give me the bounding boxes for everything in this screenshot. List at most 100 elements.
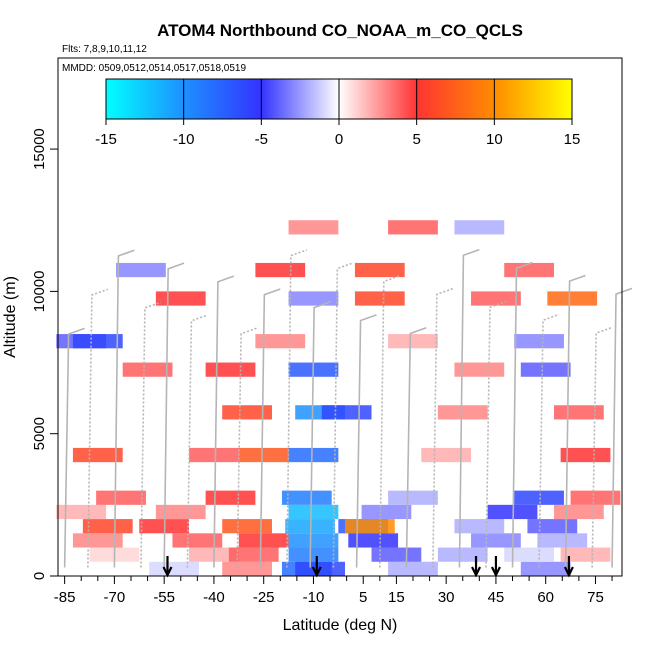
heatmap-cell: [72, 533, 123, 548]
heatmap-cell: [96, 490, 146, 505]
flights-note: Flts: 7,8,9,10,11,12: [62, 44, 147, 55]
colorbar-tick-label: 15: [564, 131, 581, 148]
heatmap-cell: [348, 533, 399, 548]
heatmap-cells: [56, 220, 621, 576]
flight-arrow: [563, 556, 574, 578]
heatmap-cell: [454, 519, 505, 534]
heatmap-cell: [504, 262, 554, 278]
heatmap-cell: [570, 490, 621, 505]
heatmap-cell: [527, 519, 578, 534]
flight-track: [511, 261, 533, 568]
heatmap-cell: [361, 504, 412, 520]
colorbar-tick-label: -10: [173, 131, 195, 148]
heatmap-cell: [437, 405, 488, 420]
x-tick-label: 45: [488, 589, 505, 606]
flight-track: [186, 314, 208, 568]
heatmap-cell: [205, 490, 256, 505]
flight-tracks: [63, 248, 633, 568]
heatmap-cell: [82, 519, 133, 534]
heatmap-cell: [205, 362, 256, 377]
chart-title: ATOM4 Northbound CO_NOAA_m_CO_QCLS: [157, 21, 523, 40]
heatmap-cell: [189, 447, 239, 463]
y-tick-label: 0: [31, 572, 48, 580]
flight-track: [259, 288, 281, 568]
heatmap-cell: [553, 405, 604, 420]
heatmap-cell: [116, 262, 166, 278]
x-tick-label: -40: [203, 589, 225, 606]
x-axis: -85 -70 -55 -40 -25 -10 5 15 30 45 60 75: [54, 576, 613, 606]
flight-arrow: [490, 556, 501, 578]
heatmap-cell: [437, 547, 488, 562]
heatmap-cell: [56, 504, 107, 520]
flight-track: [63, 327, 85, 568]
heatmap-cell: [222, 519, 272, 534]
x-tick-label: -85: [54, 589, 76, 606]
flight-arrow: [162, 556, 173, 578]
heatmap-cell: [454, 362, 505, 377]
x-tick-label: -25: [253, 589, 275, 606]
heatmap-cell: [281, 490, 332, 505]
heatmap-cell: [454, 220, 505, 235]
heatmap-cell: [520, 362, 571, 377]
colorbar-tick-label: 5: [412, 131, 420, 148]
heatmap-cell: [537, 533, 588, 548]
heatmap-cell: [371, 547, 422, 562]
heatmap-cell: [388, 334, 438, 349]
heatmap-cell: [547, 291, 598, 306]
heatmap-cell: [255, 262, 306, 278]
heatmap-cell: [149, 561, 199, 576]
flight-track: [213, 275, 235, 568]
x-tick-label: 5: [359, 589, 367, 606]
y-axis: 0 5000 10000 15000: [31, 128, 58, 580]
flight-track: [458, 248, 480, 568]
x-tick-label: -70: [104, 589, 126, 606]
heatmap-cell: [228, 547, 279, 562]
flight-track: [309, 301, 331, 568]
heatmap-cell: [238, 447, 289, 463]
flight-track: [611, 287, 633, 568]
flight-track: [236, 327, 258, 568]
heatmap-cell: [514, 490, 564, 505]
heatmap-cell: [504, 547, 554, 562]
heatmap-cell: [288, 533, 339, 548]
heatmap-cell: [155, 504, 206, 520]
heatmap-cell: [288, 447, 339, 463]
colorbar-tick-label: 10: [486, 131, 503, 148]
x-tick-label: -10: [303, 589, 325, 606]
heatmap-cell: [288, 291, 339, 306]
heatmap-cell: [354, 291, 405, 306]
flight-track: [485, 300, 507, 568]
heatmap-cell: [421, 447, 472, 463]
colorbar-ticks: -15 -10 -5 0 5 10 15: [95, 79, 580, 148]
y-tick-label: 10000: [31, 271, 48, 313]
dates-note: MMDD: 0509,0512,0514,0517,0518,0519: [62, 63, 246, 74]
plot-frame: [57, 57, 623, 577]
heatmap-cell: [122, 362, 173, 377]
heatmap-cell: [471, 533, 521, 548]
heatmap-cell: [520, 561, 571, 576]
x-tick-label: 75: [587, 589, 604, 606]
y-tick-label: 5000: [31, 417, 48, 450]
flight-track: [432, 287, 454, 568]
x-axis-label: Latitude (deg N): [283, 617, 398, 634]
heatmap-cell: [288, 547, 339, 562]
heatmap-cell: [255, 334, 306, 349]
heatmap-cell: [238, 533, 289, 548]
colorbar-tick-label: 0: [335, 131, 343, 148]
heatmap-cell: [388, 561, 438, 576]
heatmap-cell: [172, 533, 223, 548]
heatmap-cell: [155, 291, 206, 306]
heatmap-cell: [344, 519, 395, 534]
y-tick-label: 15000: [31, 128, 48, 170]
flight-arrow: [311, 556, 322, 578]
heatmap-cell: [388, 220, 438, 235]
flight-track: [591, 326, 613, 568]
heatmap-cell: [222, 561, 272, 576]
heatmap-cell: [388, 490, 438, 505]
flight-arrows: [162, 556, 574, 578]
heatmap-cell: [321, 405, 372, 420]
flight-arrow: [471, 556, 482, 578]
heatmap-cell: [471, 291, 521, 306]
flight-track: [163, 262, 185, 568]
